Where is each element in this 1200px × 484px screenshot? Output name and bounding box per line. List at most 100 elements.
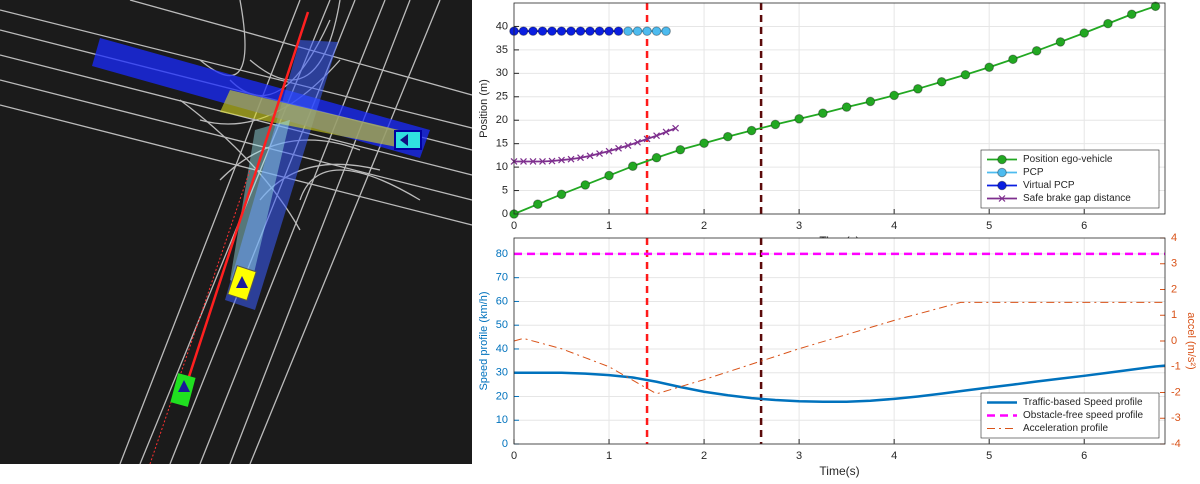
- marker: [651, 152, 662, 163]
- marker: [913, 84, 923, 94]
- marker: [567, 155, 575, 163]
- y-tick-label: 35: [496, 44, 508, 56]
- marker: [613, 26, 624, 36]
- pedestrian-arrow: [400, 134, 408, 146]
- marker: [1055, 37, 1066, 47]
- marker: [889, 90, 899, 101]
- marker: [651, 26, 662, 36]
- marker: [586, 152, 594, 160]
- legend-marker: [997, 180, 1007, 191]
- ego-path: [181, 11, 310, 396]
- marker: [596, 150, 603, 157]
- y-axis-label: Speed profile (km/h): [478, 291, 490, 390]
- marker: [528, 26, 538, 36]
- marker: [580, 180, 591, 190]
- plot-border: [513, 237, 1166, 445]
- marker: [841, 102, 852, 112]
- series-line: [513, 5, 1156, 215]
- marker: [699, 138, 709, 148]
- marker: [936, 76, 947, 87]
- marker: [532, 199, 543, 209]
- legend-label: Traffic-based Speed profile: [1023, 397, 1143, 408]
- x-tick-label: 6: [1081, 220, 1087, 232]
- y-tick-label: 70: [496, 272, 508, 284]
- marker: [632, 26, 643, 36]
- series-line: [514, 127, 676, 163]
- x-tick-label: 5: [986, 220, 992, 232]
- y-tick-label: 50: [496, 319, 508, 331]
- marker: [624, 142, 632, 149]
- y-tick-label: 20: [496, 114, 508, 126]
- chart: 01234560510152025303540Time(s)Position (…: [478, 1, 1166, 248]
- path-band: [225, 40, 338, 310]
- y-tick-label: 80: [496, 248, 508, 260]
- marker: [653, 132, 660, 140]
- legend-marker: [998, 195, 1006, 202]
- y-axis-label: Position (m): [478, 79, 490, 138]
- marker: [518, 26, 529, 36]
- marker: [643, 135, 651, 143]
- legend-label: Acceleration profile: [1023, 423, 1108, 434]
- y-tick-label: 20: [496, 390, 508, 402]
- legend-label: Virtual PCP: [1023, 180, 1075, 191]
- y-tick-label: 0: [502, 438, 508, 450]
- marker: [1103, 18, 1113, 29]
- x-tick-label: 0: [511, 450, 517, 462]
- marker: [520, 158, 527, 165]
- legend-label: Position ego-vehicle: [1023, 154, 1113, 165]
- marker: [661, 26, 671, 36]
- y-tick-label: 10: [496, 414, 508, 426]
- y2-tick-label: 2: [1171, 283, 1177, 295]
- marker: [577, 154, 584, 162]
- marker: [770, 119, 781, 130]
- y-tick-label: 40: [496, 20, 508, 32]
- marker: [1008, 54, 1018, 65]
- y2-tick-label: 0: [1171, 335, 1177, 347]
- y-tick-label: 10: [496, 161, 508, 173]
- marker: [548, 157, 556, 165]
- marker: [1079, 28, 1090, 38]
- marker: [537, 26, 548, 36]
- marker: [865, 96, 876, 107]
- legend-marker: [997, 167, 1007, 178]
- legend-label: PCP: [1023, 167, 1044, 178]
- y-tick-label: 5: [502, 184, 508, 196]
- y2-tick-label: -4: [1171, 438, 1181, 450]
- marker: [1150, 1, 1161, 12]
- marker: [529, 158, 537, 165]
- cone: [230, 120, 290, 290]
- marker: [675, 144, 686, 155]
- x-tick-label: 1: [606, 220, 612, 232]
- marker: [604, 170, 614, 181]
- marker: [615, 144, 622, 152]
- marker: [623, 26, 633, 36]
- marker: [723, 131, 733, 142]
- marker: [662, 128, 670, 136]
- marker: [604, 26, 614, 36]
- y2-tick-label: 1: [1171, 309, 1177, 321]
- y-tick-label: 60: [496, 295, 508, 307]
- x-tick-label: 3: [796, 450, 802, 462]
- marker: [1126, 9, 1137, 20]
- x-tick-label: 1: [606, 450, 612, 462]
- x-tick-label: 0: [511, 220, 517, 232]
- marker: [984, 62, 994, 73]
- legend-label: Safe brake gap distance: [1023, 193, 1131, 204]
- marker: [594, 26, 605, 36]
- y-tick-label: 40: [496, 343, 508, 355]
- marker: [960, 69, 971, 80]
- y2-tick-label: 4: [1171, 232, 1177, 244]
- marker: [794, 114, 804, 124]
- y2-axis-label: accel (m/s²): [1185, 312, 1197, 369]
- x-tick-label: 4: [891, 450, 897, 462]
- marker: [627, 161, 638, 171]
- chart: 0 1 2 3 4 5 601020304050607080-4-3-2-101234Tim…: [478, 232, 1197, 478]
- marker: [1031, 46, 1042, 56]
- legend-marker: [997, 154, 1007, 165]
- y-tick-label: 15: [496, 138, 508, 150]
- y2-tick-label: -3: [1171, 412, 1181, 424]
- x-tick-label: 5: [986, 450, 992, 462]
- marker: [818, 108, 828, 118]
- marker: [558, 156, 565, 164]
